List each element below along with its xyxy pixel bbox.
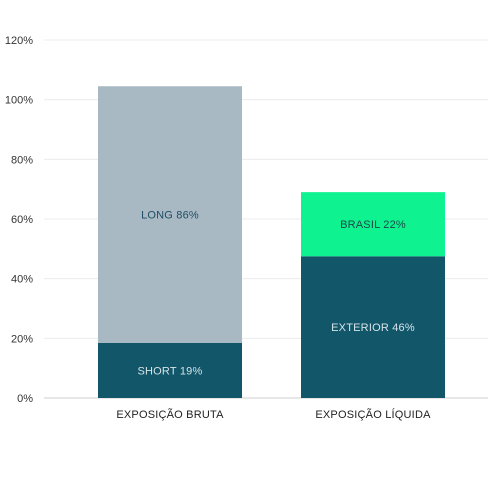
y-axis-ticks: 0% 20% 40% 60% 80% 100% 120%: [5, 35, 33, 405]
y-tick-label: 40%: [11, 274, 33, 286]
bar-segment: [301, 256, 445, 398]
x-category-label: EXPOSIÇÃO LÍQUIDA: [315, 408, 431, 421]
bar-segment-label: EXTERIOR 46%: [331, 322, 415, 334]
x-category-label: EXPOSIÇÃO BRUTA: [116, 408, 224, 421]
y-tick-label: 0%: [17, 393, 33, 405]
y-tick-label: 100%: [5, 95, 33, 107]
bar-segment: [301, 192, 445, 257]
y-tick-label: 20%: [11, 333, 33, 345]
bar-segment-label: SHORT 19%: [138, 365, 203, 377]
bars: SHORT 19% LONG 86% EXTERIOR 46% BRASIL 22%: [98, 86, 445, 398]
y-tick-label: 120%: [5, 35, 33, 47]
y-tick-label: 60%: [11, 214, 33, 226]
x-axis-categories: EXPOSIÇÃO BRUTA EXPOSIÇÃO LÍQUIDA: [116, 408, 431, 421]
bar-segment-label: LONG 86%: [141, 210, 199, 222]
bar-segment: [98, 86, 242, 343]
bar-segment: [98, 342, 242, 398]
bar-segment-label: BRASIL 22%: [340, 219, 406, 231]
y-tick-label: 80%: [11, 154, 33, 166]
